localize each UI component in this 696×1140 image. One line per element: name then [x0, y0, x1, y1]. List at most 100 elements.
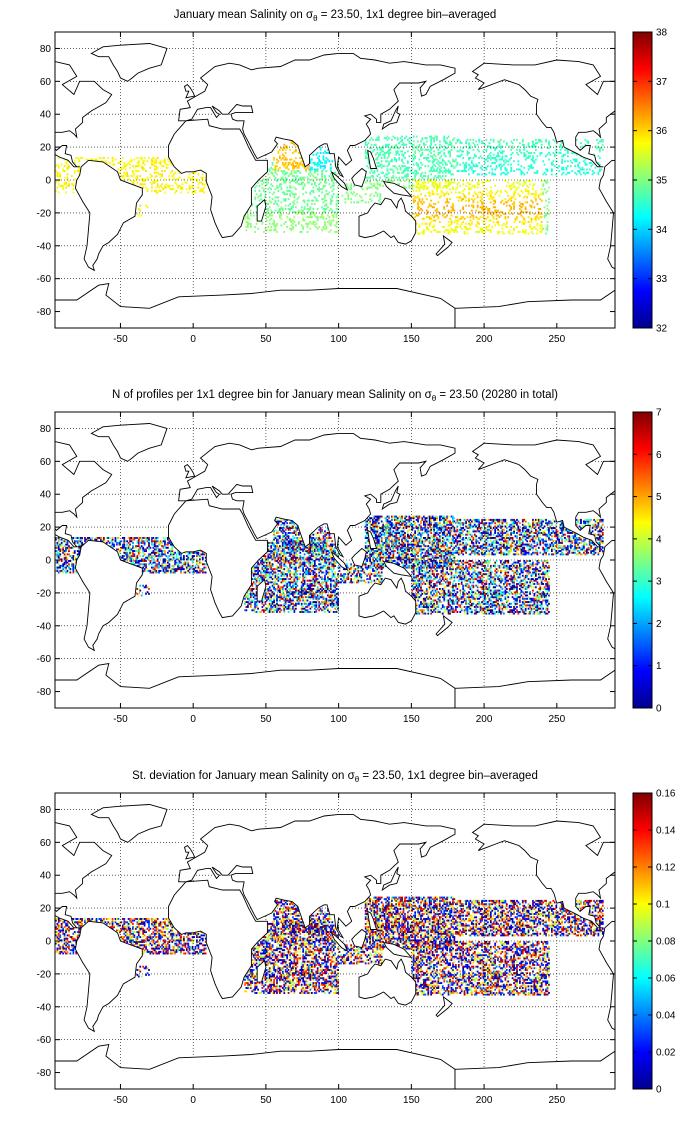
data-cell [264, 566, 267, 569]
data-cell [169, 569, 172, 572]
data-cell [315, 199, 318, 202]
data-cell [356, 201, 358, 204]
data-cell [441, 171, 444, 174]
data-cell [164, 566, 166, 569]
data-cell [289, 555, 291, 558]
data-cell [290, 591, 293, 594]
data-cell [293, 160, 296, 163]
data-cell [276, 551, 278, 554]
data-cell [321, 161, 323, 164]
data-cell [437, 201, 440, 204]
data-cell [281, 163, 284, 166]
data-cell [204, 571, 207, 574]
data-cell [523, 183, 526, 186]
data-cell [571, 152, 574, 154]
data-cell [66, 558, 69, 561]
data-cell [478, 161, 481, 164]
data-cell [188, 558, 191, 561]
data-cell [279, 155, 281, 158]
data-cell [265, 583, 268, 585]
data-cell [284, 602, 287, 605]
data-cell [553, 140, 556, 143]
data-cell [425, 227, 428, 230]
data-cell [347, 193, 350, 196]
data-cell [449, 161, 451, 164]
data-cell [452, 165, 454, 168]
data-cell [507, 194, 510, 197]
data-cell [456, 183, 459, 186]
data-cell [415, 170, 418, 173]
data-cell [244, 601, 246, 604]
data-cell [276, 604, 278, 607]
data-cell [379, 196, 382, 199]
data-cell [367, 158, 370, 161]
data-cell [312, 576, 315, 579]
data-cell [530, 199, 533, 202]
data-cell [145, 564, 147, 567]
data-cell [284, 601, 287, 604]
data-cell [268, 611, 271, 613]
data-cell [287, 546, 290, 549]
data-cell [108, 541, 111, 544]
data-cell [65, 566, 67, 569]
data-cell [295, 556, 297, 559]
data-cell [286, 594, 289, 597]
data-cell [292, 602, 294, 605]
data-cell [244, 597, 246, 600]
data-cell [309, 551, 312, 554]
data-cell [111, 157, 114, 159]
data-cell [73, 540, 76, 543]
data-cell [495, 221, 498, 224]
data-cell [423, 175, 425, 178]
data-cell [302, 188, 305, 191]
data-cell [270, 571, 273, 574]
data-cell [255, 222, 258, 225]
data-cell [284, 176, 287, 179]
map-area [55, 412, 615, 708]
data-cell [392, 147, 395, 150]
data-cell [322, 558, 325, 561]
data-cell [436, 135, 438, 138]
data-cell [286, 592, 289, 595]
data-cell [300, 209, 303, 212]
data-cell [251, 203, 254, 205]
data-cell [280, 212, 283, 215]
data-cell [420, 153, 422, 156]
coastline-south-america [598, 159, 615, 270]
data-cell [401, 171, 403, 174]
data-cell [113, 545, 115, 548]
data-cell [328, 219, 331, 222]
data-cell [293, 166, 296, 169]
data-cell [287, 591, 290, 594]
data-cell [139, 541, 142, 544]
data-cell [299, 546, 302, 549]
data-cell [446, 214, 449, 217]
data-cell [421, 209, 424, 212]
data-cell [305, 546, 307, 549]
data-cell [260, 198, 262, 201]
data-cell [274, 556, 277, 559]
data-cell [73, 566, 76, 569]
data-cell [292, 607, 294, 610]
data-cell [591, 173, 594, 176]
data-cell [295, 171, 297, 174]
data-cell [57, 560, 60, 562]
data-cell [424, 143, 427, 146]
data-cell [274, 209, 277, 212]
data-cell [439, 171, 441, 174]
data-cell [194, 571, 197, 574]
data-cell [392, 170, 395, 173]
data-cell [245, 596, 248, 599]
data-cell [504, 216, 507, 219]
data-cell [271, 184, 274, 187]
data-cell [498, 224, 501, 227]
data-cell [123, 163, 126, 166]
data-cell [152, 181, 155, 184]
data-cell [245, 601, 248, 604]
data-cell [468, 199, 470, 202]
data-cell [260, 611, 262, 613]
data-cell [203, 563, 206, 566]
data-cell [373, 183, 376, 186]
data-cell [187, 569, 190, 572]
data-cell [532, 184, 534, 187]
